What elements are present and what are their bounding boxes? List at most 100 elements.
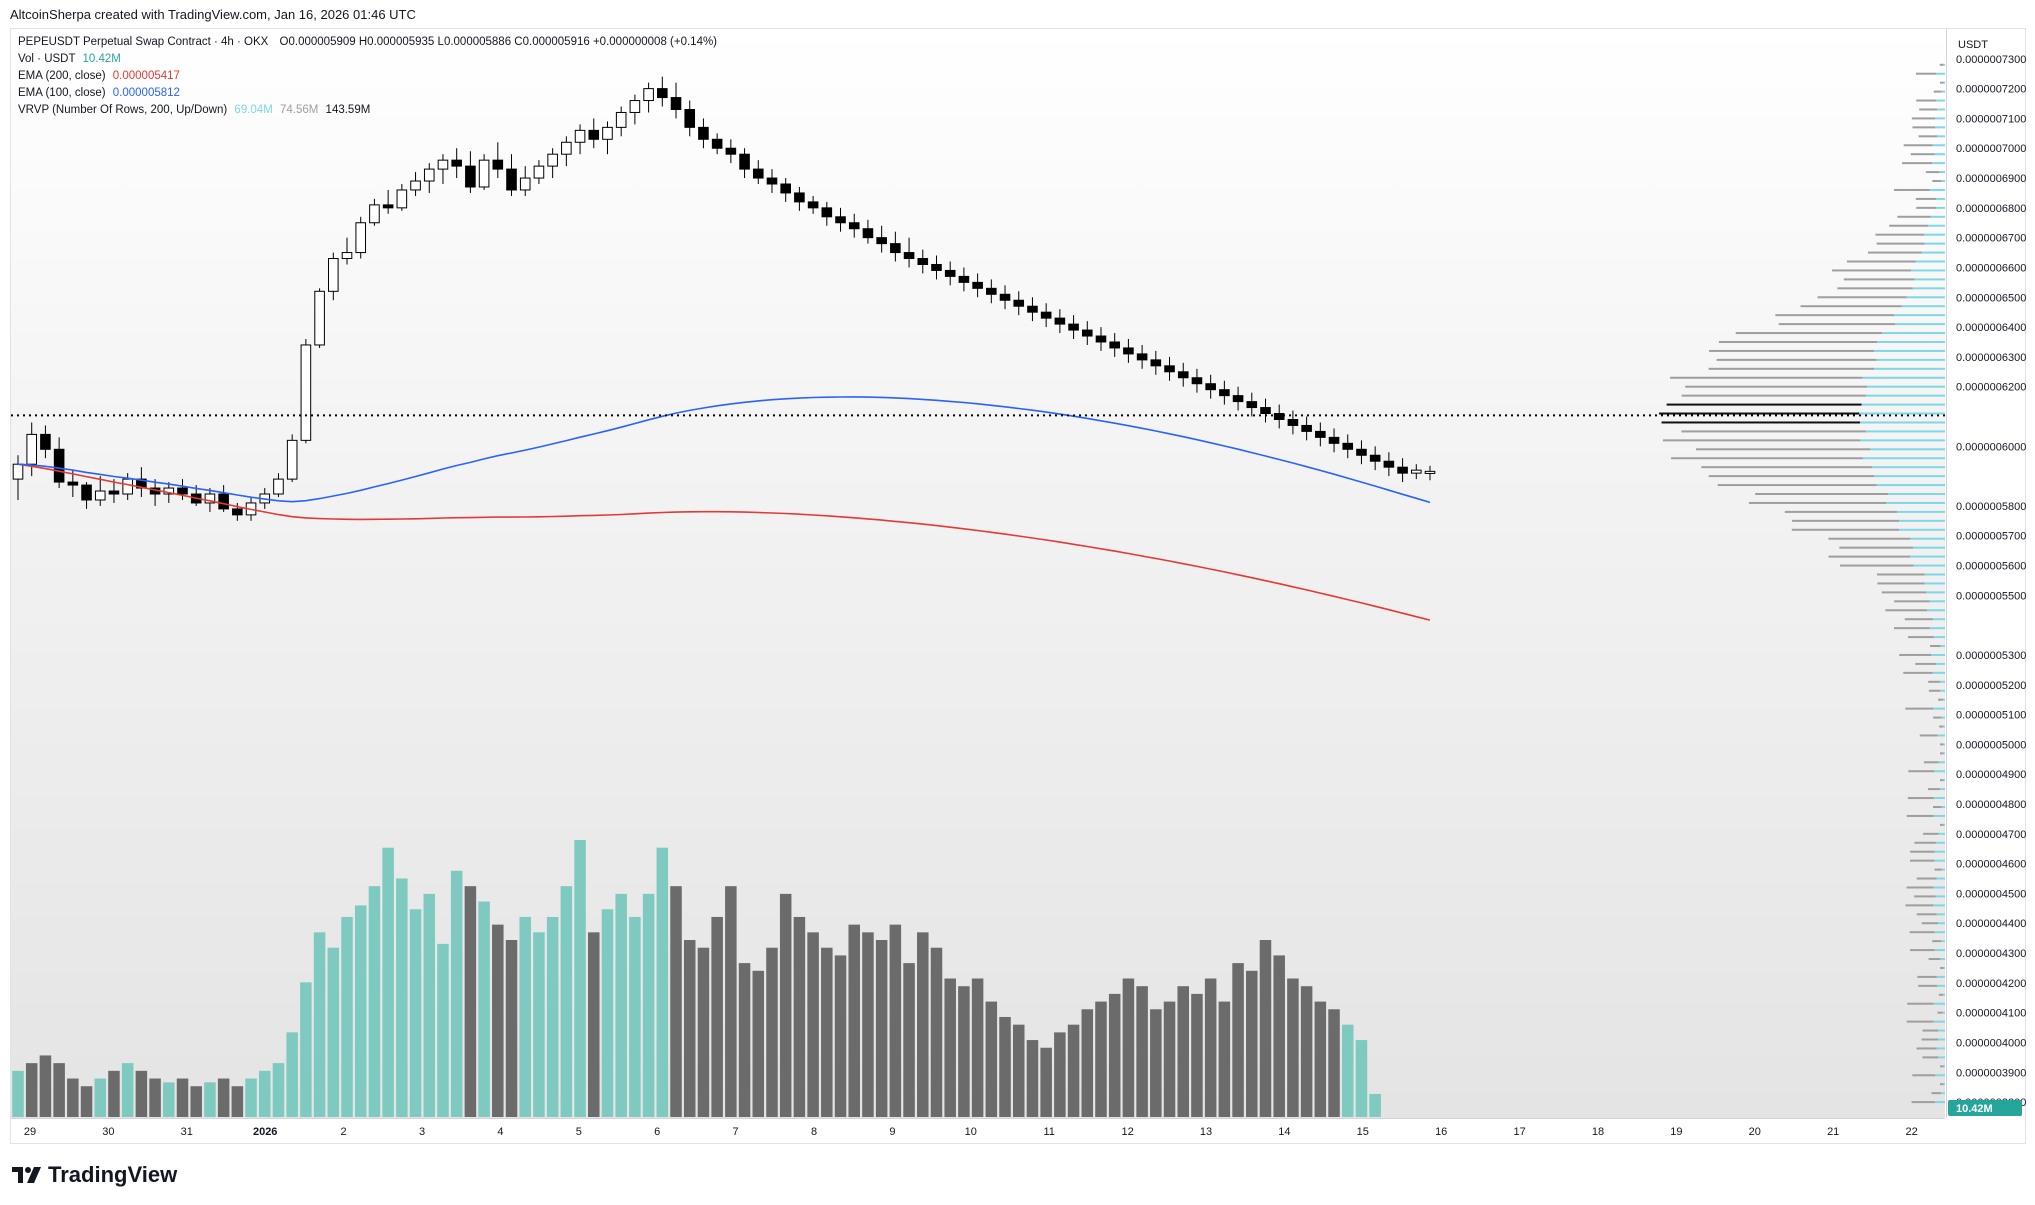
candle-body: [424, 169, 434, 181]
price-tick-label: 0.0000005600: [1956, 561, 2026, 573]
candle-body: [397, 190, 407, 208]
legend-c-label: C: [514, 36, 522, 48]
legend-ema100-label: EMA (100, close): [18, 87, 106, 99]
volume-bar: [259, 1071, 271, 1117]
candles: [13, 77, 1435, 521]
vrvp-up-bar: [1860, 421, 1945, 423]
vrvp-up-bar: [1910, 556, 1945, 558]
candle-body: [1316, 431, 1326, 437]
vrvp-up-bar: [1936, 1047, 1945, 1049]
vrvp-up-bar: [1934, 1003, 1945, 1005]
vrvp-up-bar: [1927, 609, 1945, 611]
time-tick-label: 11: [1043, 1126, 1054, 1138]
legend-high: 0.000005935: [367, 36, 434, 48]
vrvp-down-bar: [1885, 609, 1927, 611]
volume-bar: [835, 955, 847, 1117]
volume-bar: [286, 1032, 298, 1117]
vrvp-up-bar: [1888, 493, 1945, 495]
candle-body: [329, 259, 339, 292]
vrvp-down-bar: [1926, 171, 1939, 173]
volume-bar: [519, 917, 531, 1117]
vrvp-up-bar: [1899, 529, 1945, 531]
volume-bar: [1150, 1009, 1162, 1117]
vrvp-up-bar: [1931, 654, 1945, 656]
vrvp-down-bar: [1832, 269, 1911, 271]
candle-body: [452, 160, 462, 166]
vrvp-up-bar: [1936, 100, 1945, 102]
volume-bar: [382, 848, 394, 1117]
price-tick-label: 0.0000004200: [1956, 978, 2026, 990]
vrvp-down-bar: [1736, 332, 1882, 334]
volume-bar: [1123, 979, 1135, 1118]
vrvp-down-bar: [1922, 1038, 1938, 1040]
vrvp-up-bar: [1859, 413, 1945, 415]
volume-bar: [1068, 1025, 1080, 1117]
vrvp-down-bar: [1792, 520, 1899, 522]
vrvp-up-bar: [1941, 180, 1945, 182]
time-tick-label: 17: [1513, 1126, 1525, 1138]
tradingview-logo[interactable]: TradingView: [12, 1162, 177, 1188]
vrvp-down-bar: [1937, 1012, 1942, 1014]
legend-ema100-row[interactable]: EMA (100, close) 0.000005812: [18, 85, 717, 102]
volume-bar: [903, 963, 915, 1117]
legend-vol-row[interactable]: Vol · USDT 10.42M: [18, 51, 717, 68]
vrvp-up-bar: [1936, 207, 1945, 209]
volume-bar: [1109, 994, 1121, 1117]
candle-body: [562, 142, 572, 154]
vrvp-down-bar: [1917, 878, 1937, 880]
candle-body: [411, 181, 421, 190]
candle-body: [1055, 318, 1065, 324]
vrvp-up-bar: [1938, 833, 1945, 835]
time-tick-label: 21: [1827, 1126, 1839, 1138]
legend-symbol[interactable]: PEPEUSDT Perpetual Swap Contract · 4h · …: [18, 36, 268, 48]
ema100-line: [18, 397, 1430, 503]
vrvp-down-bar: [1922, 922, 1938, 924]
vrvp-up-bar: [1874, 475, 1945, 477]
vrvp-down-bar: [1940, 779, 1944, 781]
time-tick-label: 13: [1200, 1126, 1212, 1138]
vrvp-down-bar: [1940, 1065, 1944, 1067]
price-tick-label: 0.0000005300: [1956, 650, 2026, 662]
candle-body: [383, 205, 393, 208]
vrvp-down-bar: [1915, 663, 1936, 665]
candle-body: [795, 193, 805, 202]
volume-bar: [1260, 940, 1272, 1117]
candle-body: [822, 208, 832, 217]
vrvp-up-bar: [1933, 886, 1945, 888]
vrvp-up-bar: [1935, 126, 1945, 128]
vrvp-down-bar: [1933, 806, 1941, 808]
vrvp-up-bar: [1942, 869, 1945, 871]
candle-body: [233, 509, 243, 515]
volume-bar: [807, 932, 819, 1117]
time-tick-label: 7: [733, 1126, 739, 1138]
vrvp-down-bar: [1671, 457, 1863, 459]
price-tick-label: 0.0000004400: [1956, 918, 2026, 930]
time-tick-label: 2: [341, 1126, 347, 1138]
price-tick-label: 0.0000006000: [1956, 441, 2026, 453]
candle-body: [575, 130, 585, 142]
vrvp-down-bar: [1911, 153, 1935, 155]
price-tick-label: 0.0000004700: [1956, 829, 2026, 841]
vrvp-up-bar: [1863, 377, 1945, 379]
vrvp-up-bar: [1944, 743, 1946, 745]
price-tick-label: 0.0000007300: [1956, 54, 2026, 66]
vrvp-up-bar: [1938, 1038, 1945, 1040]
vrvp-up-bar: [1895, 323, 1945, 325]
legend-ema200-row[interactable]: EMA (200, close) 0.000005417: [18, 68, 717, 85]
volume-bar: [300, 982, 312, 1117]
candle-body: [712, 139, 722, 148]
vrvp-up-bar: [1935, 117, 1945, 119]
volume-bar: [218, 1079, 230, 1117]
candle-body: [1357, 449, 1367, 455]
volume-bar: [465, 886, 477, 1117]
time-tick-label: 19: [1670, 1126, 1682, 1138]
legend-vrvp-row[interactable]: VRVP (Number Of Rows, 200, Up/Down) 69.0…: [18, 102, 717, 119]
vrvp-up-bar: [1938, 922, 1945, 924]
candle-body: [1329, 437, 1339, 443]
vrvp-up-bar: [1932, 162, 1945, 164]
vrvp-up-bar: [1939, 761, 1945, 763]
vrvp-down-bar: [1882, 591, 1926, 593]
vrvp-up-bar: [1944, 752, 1946, 754]
vrvp-down-bar: [1922, 1030, 1938, 1032]
